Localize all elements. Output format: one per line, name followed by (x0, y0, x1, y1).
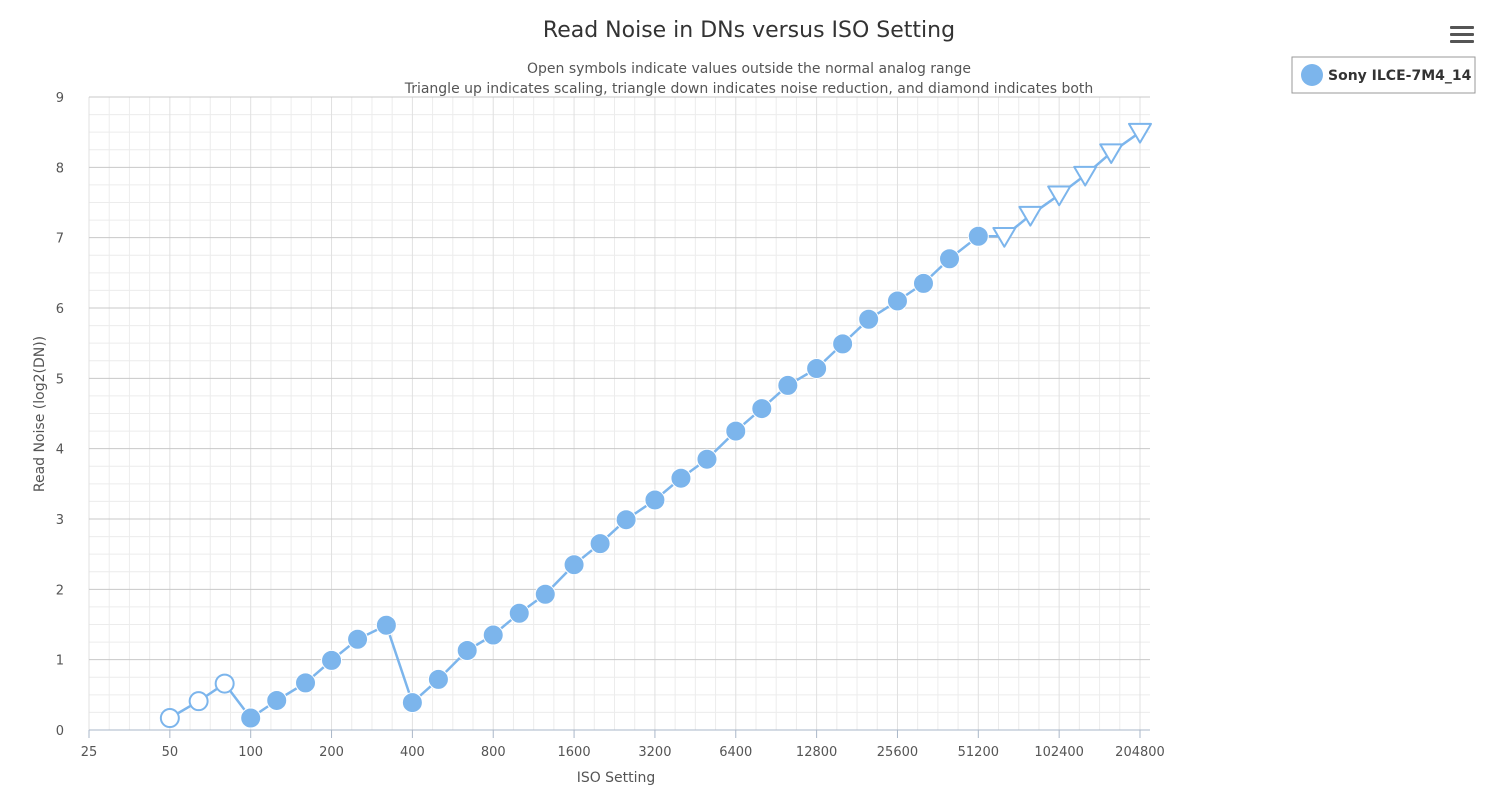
data-point[interactable] (295, 672, 317, 694)
data-point[interactable] (644, 489, 666, 511)
x-tick-label: 50 (162, 745, 179, 760)
x-tick-label: 12800 (796, 745, 837, 760)
x-tick-label: 1600 (558, 745, 591, 760)
data-point[interactable] (806, 357, 828, 379)
data-point[interactable] (508, 602, 530, 624)
data-point-open[interactable] (188, 691, 209, 712)
y-tick-label: 4 (56, 443, 64, 458)
y-tick-label: 0 (56, 724, 64, 739)
data-point[interactable] (725, 420, 747, 442)
y-axis-ticks: 0 1 2 3 4 5 6 7 8 9 (56, 91, 64, 739)
data-point[interactable] (858, 308, 880, 330)
series-markers (159, 122, 1152, 729)
y-tick-label: 1 (56, 654, 64, 669)
x-tick-label: 3200 (638, 745, 671, 760)
data-point-triangle-down[interactable] (1128, 122, 1152, 144)
data-point[interactable] (615, 509, 637, 531)
legend[interactable]: Sony ILCE-7M4_14 (1291, 56, 1476, 94)
data-point-triangle-down[interactable] (992, 227, 1017, 248)
y-tick-label: 9 (56, 91, 64, 106)
legend-item-sony[interactable]: Sony ILCE-7M4_14 (1328, 68, 1472, 84)
data-point[interactable] (240, 707, 262, 729)
y-tick-label: 2 (56, 583, 64, 598)
y-tick-label: 5 (56, 372, 64, 387)
data-point[interactable] (696, 448, 718, 470)
series-sony[interactable] (159, 122, 1152, 729)
data-point[interactable] (589, 533, 611, 555)
data-point[interactable] (939, 248, 961, 270)
data-point-triangle-down[interactable] (1099, 143, 1124, 165)
x-tick-label: 204800 (1115, 745, 1165, 760)
x-tick-label: 800 (481, 745, 506, 760)
y-tick-label: 8 (56, 161, 64, 176)
legend-symbol (1301, 64, 1323, 86)
y-axis-title: Read Noise (log2(DN)) (32, 336, 48, 492)
data-point[interactable] (967, 225, 989, 247)
data-point[interactable] (912, 272, 934, 294)
data-point[interactable] (563, 554, 585, 576)
x-axis-ticks: 25 50 100 200 400 800 1600 3200 6400 12800 25600 51… (81, 730, 1165, 760)
data-point-triangle-down[interactable] (1018, 205, 1043, 227)
data-point[interactable] (321, 649, 343, 671)
data-point-open[interactable] (214, 673, 235, 694)
data-point[interactable] (401, 692, 423, 714)
y-tick-label: 6 (56, 302, 64, 317)
y-tick-label: 3 (56, 513, 64, 528)
data-point-triangle-down[interactable] (1047, 185, 1072, 207)
data-point[interactable] (456, 640, 478, 662)
x-tick-label: 25600 (877, 745, 918, 760)
data-point[interactable] (777, 374, 799, 396)
hamburger-menu-icon[interactable] (1450, 26, 1474, 43)
data-point[interactable] (266, 689, 288, 711)
x-axis-title: ISO Setting (577, 770, 656, 786)
data-point[interactable] (427, 668, 449, 690)
data-point[interactable] (886, 290, 908, 312)
data-point[interactable] (670, 467, 692, 489)
data-point[interactable] (751, 398, 773, 420)
x-tick-label: 200 (319, 745, 344, 760)
chart-subtitle-1: Open symbols indicate values outside the… (527, 61, 971, 77)
data-point-triangle-down[interactable] (1073, 165, 1098, 187)
chart-subtitle-2: Triangle up indicates scaling, triangle … (404, 81, 1094, 97)
data-point[interactable] (347, 628, 369, 650)
x-tick-label: 102400 (1034, 745, 1084, 760)
minor-grid (88, 97, 1150, 730)
x-tick-label: 400 (400, 745, 425, 760)
y-tick-label: 7 (56, 232, 64, 247)
x-tick-label: 6400 (719, 745, 752, 760)
data-point[interactable] (534, 583, 556, 605)
chart-title: Read Noise in DNs versus ISO Setting (543, 18, 955, 43)
data-point[interactable] (482, 624, 504, 646)
data-point[interactable] (832, 333, 854, 355)
x-tick-label: 25 (81, 745, 98, 760)
x-tick-label: 100 (238, 745, 263, 760)
data-point[interactable] (375, 614, 397, 636)
data-point-open[interactable] (159, 708, 180, 729)
x-tick-label: 51200 (958, 745, 999, 760)
